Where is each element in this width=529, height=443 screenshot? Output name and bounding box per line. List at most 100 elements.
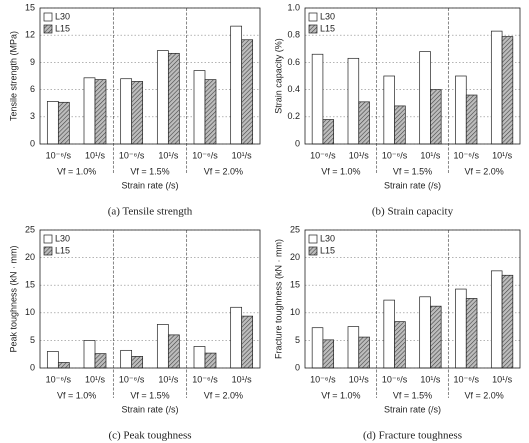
bar xyxy=(57,362,70,369)
legend-label: L15 xyxy=(320,245,335,255)
y-tick-label: 25 xyxy=(290,224,300,234)
x-tick-label: 10¹/s xyxy=(492,374,513,384)
legend-swatch xyxy=(43,246,53,256)
bar xyxy=(311,53,324,145)
y-tick-label: 25 xyxy=(25,224,35,234)
x-tick-label: 10¹/s xyxy=(158,374,179,384)
y-tick-label: 12 xyxy=(25,30,35,40)
bar xyxy=(465,298,478,369)
group-label: Vf = 1.5% xyxy=(130,390,169,400)
group-label: Vf = 1.5% xyxy=(130,166,169,176)
group-label: Vf = 2.0% xyxy=(465,390,504,400)
x-axis-label: Strain rate (/s) xyxy=(121,404,178,414)
y-tick-label: 0 xyxy=(30,362,35,372)
x-tick-label: 10⁻⁶/s xyxy=(46,150,72,160)
y-tick-label: 3 xyxy=(30,111,35,121)
legend-swatch xyxy=(43,24,53,34)
y-tick-label: 15 xyxy=(290,280,300,290)
y-tick-label: 20 xyxy=(290,252,300,262)
bar xyxy=(501,36,514,145)
bar xyxy=(347,326,360,369)
x-tick-label: 10⁻⁶/s xyxy=(192,150,218,160)
bar xyxy=(94,79,107,145)
bar xyxy=(193,70,206,145)
x-axis-label: Strain rate (/s) xyxy=(121,180,178,190)
x-tick-label: 10⁻⁶/s xyxy=(119,374,145,384)
bar xyxy=(241,39,254,145)
bar xyxy=(383,75,395,145)
x-tick-label: 10¹/s xyxy=(158,150,179,160)
y-tick-label: 0 xyxy=(295,138,300,148)
bar xyxy=(167,52,180,145)
plot-frame xyxy=(304,7,521,145)
x-tick-label: 10¹/s xyxy=(232,374,253,384)
bar xyxy=(430,305,442,369)
y-tick-label: 6 xyxy=(30,84,35,94)
x-tick-label: 10⁻⁶/s xyxy=(192,374,218,384)
caption: (d) Fracture toughness xyxy=(363,430,462,442)
bar xyxy=(120,349,133,369)
caption: (a) Tensile strength xyxy=(108,206,193,218)
x-axis-label: Strain rate (/s) xyxy=(384,404,441,414)
y-axis-label: Tensile strength (MPa) xyxy=(8,31,18,121)
bar xyxy=(46,351,59,369)
legend-swatch xyxy=(308,246,318,256)
x-tick-label: 10⁻⁶/s xyxy=(310,150,336,160)
bar xyxy=(430,89,442,145)
y-tick-label: 10 xyxy=(25,307,35,317)
y-tick-label: 0.8 xyxy=(287,30,300,40)
y-tick-label: 0 xyxy=(295,362,300,372)
group-label: Vf = 1.0% xyxy=(57,166,96,176)
group-label: Vf = 1.0% xyxy=(321,166,360,176)
x-tick-label: 10¹/s xyxy=(232,150,253,160)
legend-label: L15 xyxy=(55,245,70,255)
bar xyxy=(311,327,324,369)
bar xyxy=(501,274,514,369)
y-tick-label: 0 xyxy=(30,138,35,148)
plot-frame xyxy=(304,229,521,369)
bar xyxy=(419,296,431,369)
y-axis-label: Strain capacity (%) xyxy=(273,38,283,114)
bar xyxy=(167,334,180,369)
legend-swatch xyxy=(308,12,318,22)
bar xyxy=(94,353,107,369)
bar xyxy=(455,288,467,369)
x-tick-label: 10¹/s xyxy=(349,374,370,384)
y-tick-label: 0.2 xyxy=(287,111,300,121)
bar xyxy=(83,77,96,145)
bar xyxy=(347,57,360,145)
bar xyxy=(46,101,59,145)
y-tick-label: 0.4 xyxy=(287,84,300,94)
legend-label: L30 xyxy=(320,11,335,21)
legend-label: L15 xyxy=(320,23,335,33)
x-tick-label: 10⁻⁶/s xyxy=(382,150,408,160)
y-tick-label: 0.6 xyxy=(287,57,300,67)
bar xyxy=(394,321,406,369)
group-label: Vf = 2.0% xyxy=(204,390,243,400)
group-label: Vf = 1.5% xyxy=(393,390,432,400)
group-label: Vf = 1.0% xyxy=(321,390,360,400)
bar xyxy=(465,94,478,145)
y-tick-label: 5 xyxy=(295,335,300,345)
caption: (c) Peak toughness xyxy=(108,430,191,442)
y-tick-label: 15 xyxy=(25,2,35,12)
bar xyxy=(230,25,243,145)
y-tick-label: 5 xyxy=(30,335,35,345)
bar xyxy=(455,75,467,145)
x-tick-label: 10⁻⁶/s xyxy=(310,374,336,384)
bar xyxy=(419,51,431,145)
y-tick-label: 15 xyxy=(25,280,35,290)
bar xyxy=(241,315,254,369)
legend-label: L15 xyxy=(55,23,70,33)
x-tick-label: 10⁻⁶/s xyxy=(454,150,480,160)
bar xyxy=(383,299,395,369)
x-tick-label: 10⁻⁶/s xyxy=(382,374,408,384)
bar xyxy=(322,119,335,145)
y-tick-label: 20 xyxy=(25,252,35,262)
bar xyxy=(120,78,133,145)
bar xyxy=(57,101,70,145)
bar xyxy=(83,340,96,369)
y-tick-label: 9 xyxy=(30,57,35,67)
plot-frame xyxy=(39,7,261,145)
bar xyxy=(156,50,169,145)
